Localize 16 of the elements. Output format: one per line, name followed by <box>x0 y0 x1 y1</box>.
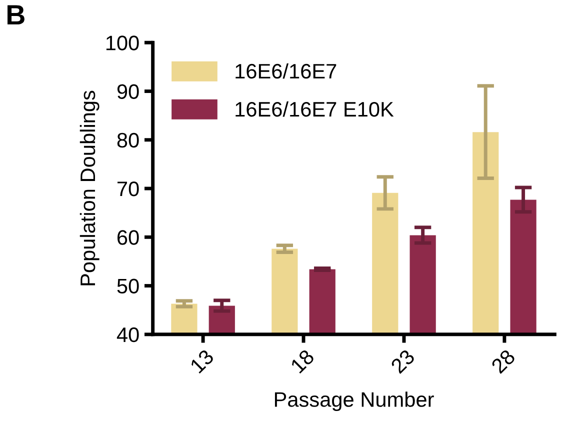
y-tick-label: 40 <box>116 327 139 342</box>
y-tick-label: 80 <box>117 132 139 148</box>
text: B <box>8 5 24 24</box>
y-tick-label: 70 <box>118 182 139 196</box>
x-axis-title: Passage Number <box>274 392 434 412</box>
x-tick-label: 18 <box>290 348 316 374</box>
legend-label: 16E6/16E7 <box>236 63 336 79</box>
y-tick-label: 100 <box>106 36 139 50</box>
y-axis-title: Population Doublings <box>80 90 100 286</box>
x-tick-label: 23 <box>390 348 416 374</box>
legend-label: 16E6/16E7 E10K <box>236 101 394 117</box>
x-tick-label: 28 <box>490 348 516 374</box>
y-tick-label: 90 <box>117 84 139 99</box>
y-tick-label: 50 <box>117 278 139 294</box>
x-tick-label: 13 <box>190 348 215 374</box>
y-tick-label: 60 <box>118 230 139 245</box>
